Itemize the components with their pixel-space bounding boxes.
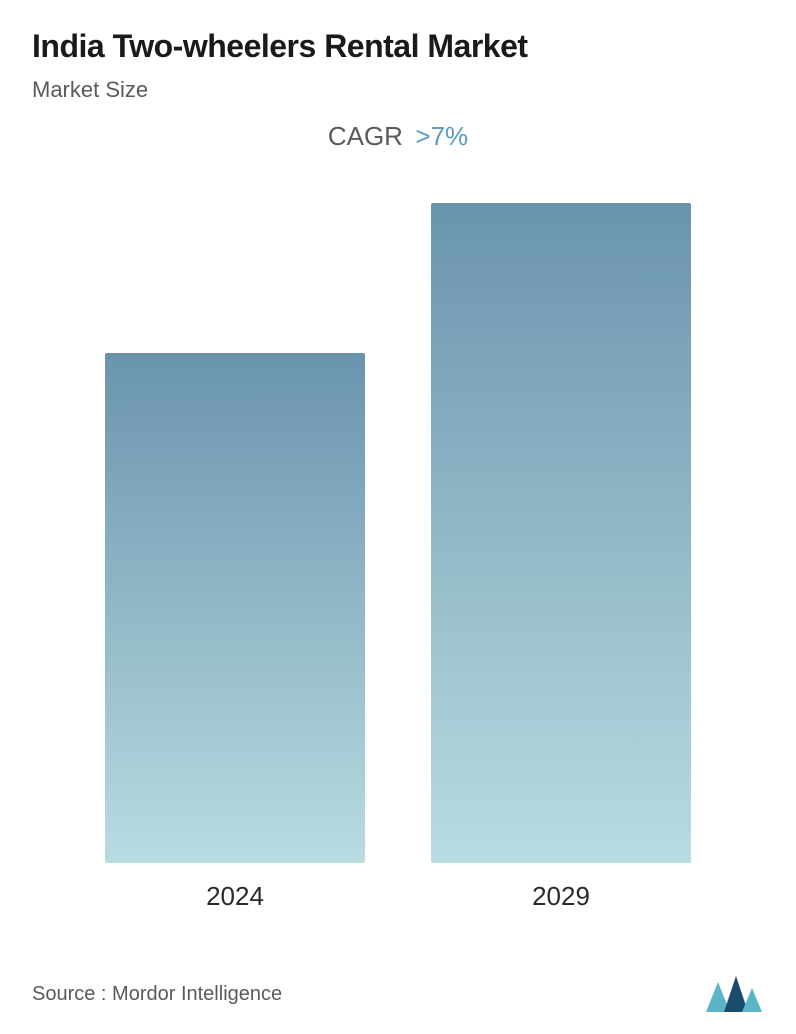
bar-label-2029: 2029 bbox=[532, 881, 590, 912]
chart-footer: Source : Mordor Intelligence bbox=[32, 974, 764, 1014]
chart-subtitle: Market Size bbox=[32, 77, 764, 103]
cagr-value: >7% bbox=[415, 121, 468, 151]
cagr-indicator: CAGR >7% bbox=[32, 121, 764, 152]
bar-group-2024: 2024 bbox=[105, 353, 365, 912]
cagr-label: CAGR bbox=[328, 121, 403, 151]
bar-2024 bbox=[105, 353, 365, 863]
bar-group-2029: 2029 bbox=[431, 203, 691, 912]
chart-title: India Two-wheelers Rental Market bbox=[32, 28, 764, 65]
bar-chart: 2024 2029 bbox=[32, 192, 764, 912]
bar-2029 bbox=[431, 203, 691, 863]
bar-label-2024: 2024 bbox=[206, 881, 264, 912]
source-attribution: Source : Mordor Intelligence bbox=[32, 983, 282, 1006]
mordor-logo-icon bbox=[704, 974, 764, 1014]
